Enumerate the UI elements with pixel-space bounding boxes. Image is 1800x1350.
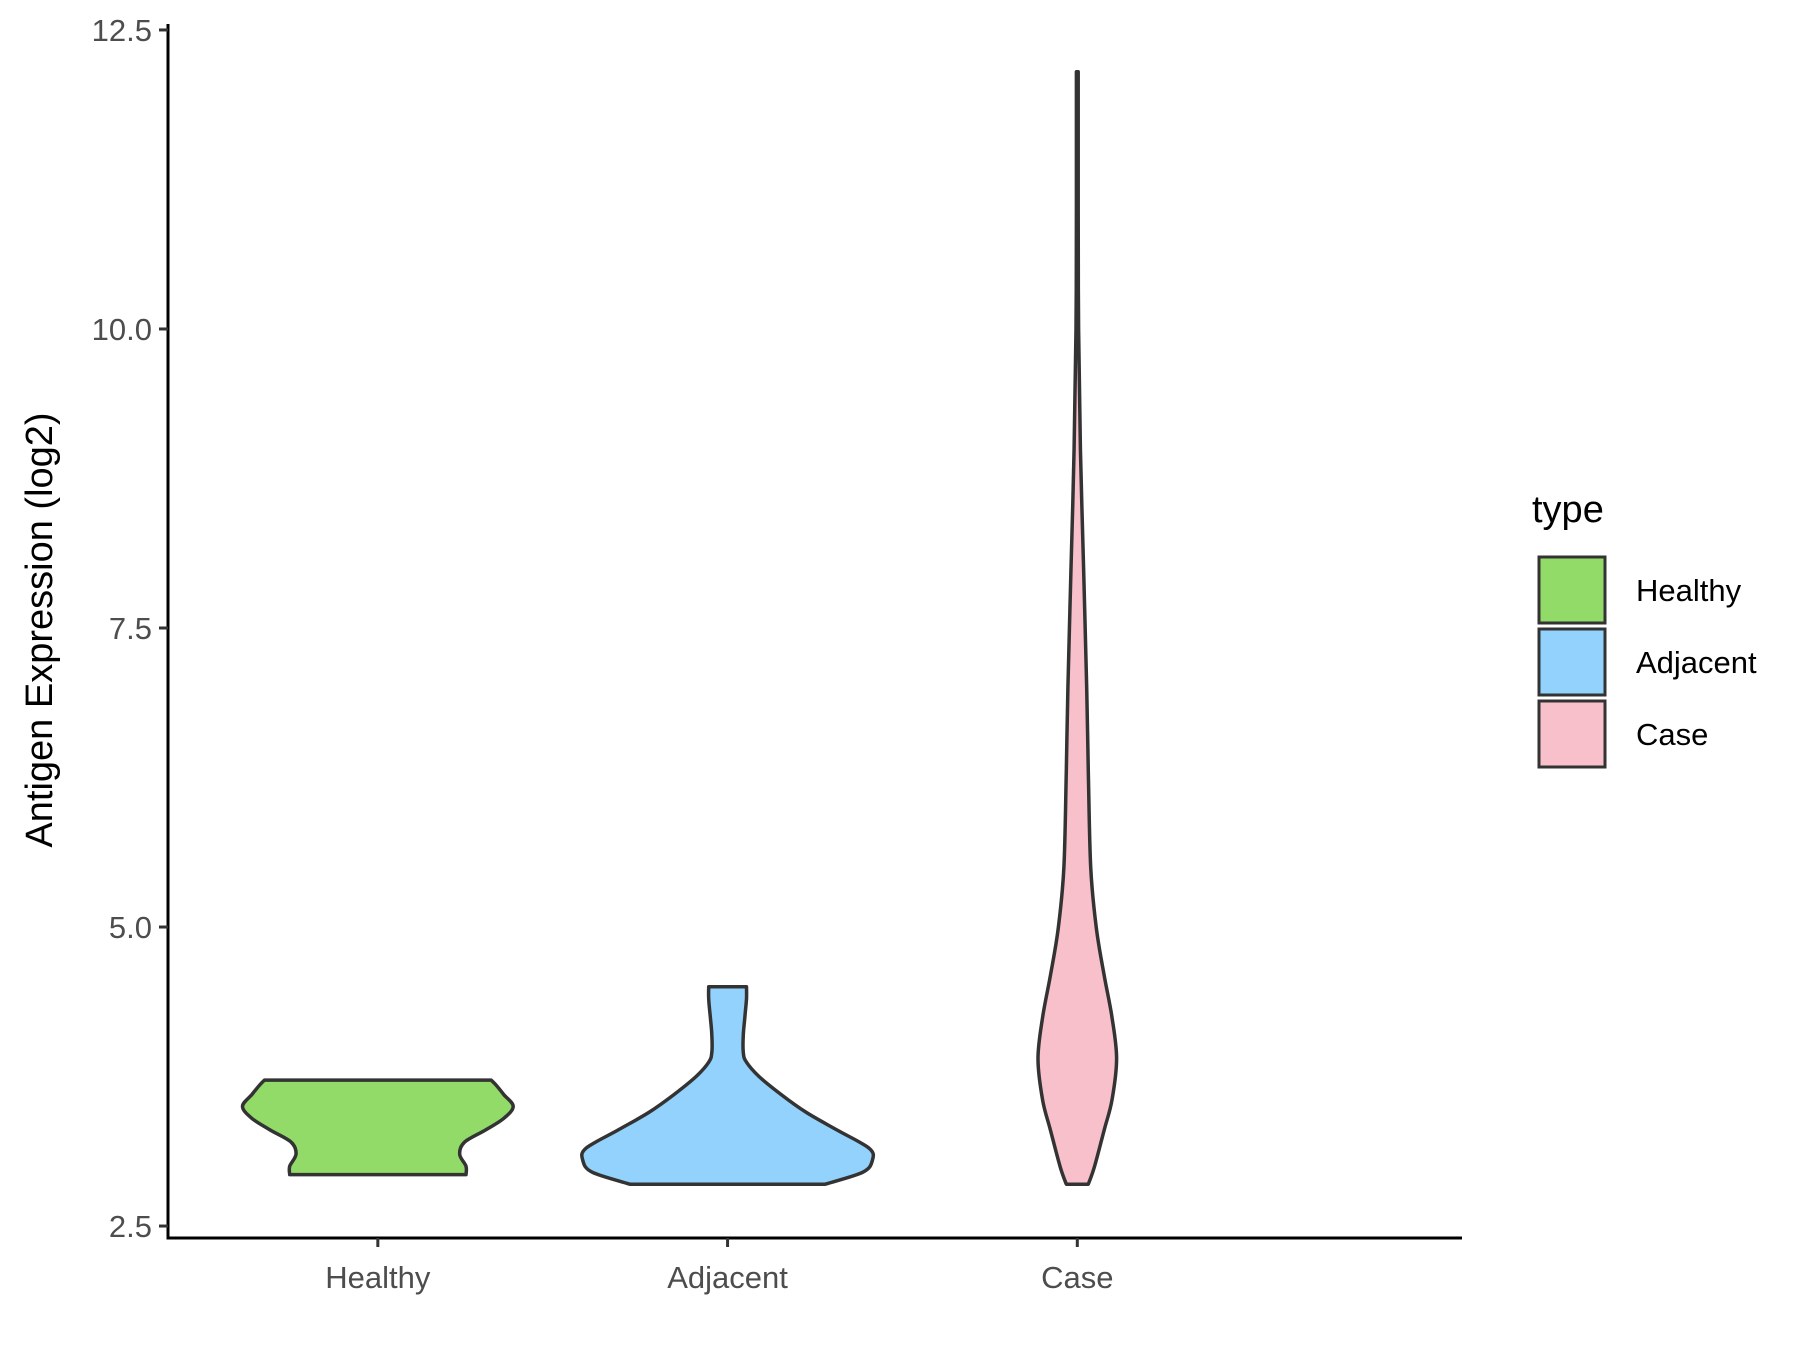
y-axis-ticks: 2.5 5.0 7.5 10.0 12.5 [92, 13, 168, 1244]
y-tick-label: 2.5 [109, 1209, 152, 1244]
violin-case [1036, 70, 1119, 1186]
legend-key-healthy [1537, 555, 1607, 625]
x-axis-ticks: Healthy Adjacent Case [325, 1238, 1113, 1295]
legend-title: type [1532, 489, 1604, 531]
legend: type Healthy Adjacent Case [1532, 489, 1757, 769]
y-tick-label: 12.5 [92, 13, 152, 48]
x-tick-label: Adjacent [667, 1260, 788, 1295]
y-axis-title: Antigen Expression (log2) [19, 412, 61, 847]
legend-label: Case [1636, 717, 1708, 752]
legend-label: Healthy [1636, 573, 1742, 608]
y-tick-label: 7.5 [109, 611, 152, 646]
violin-adjacent [580, 985, 876, 1186]
y-tick-label: 5.0 [109, 910, 152, 945]
x-tick-label: Case [1041, 1260, 1113, 1295]
violin-layer [240, 70, 1119, 1186]
violin-healthy [240, 1078, 515, 1177]
legend-key-case [1537, 699, 1607, 769]
legend-label: Adjacent [1636, 645, 1757, 680]
y-tick-label: 10.0 [92, 312, 152, 347]
x-tick-label: Healthy [325, 1260, 431, 1295]
legend-key-adjacent [1537, 627, 1607, 697]
